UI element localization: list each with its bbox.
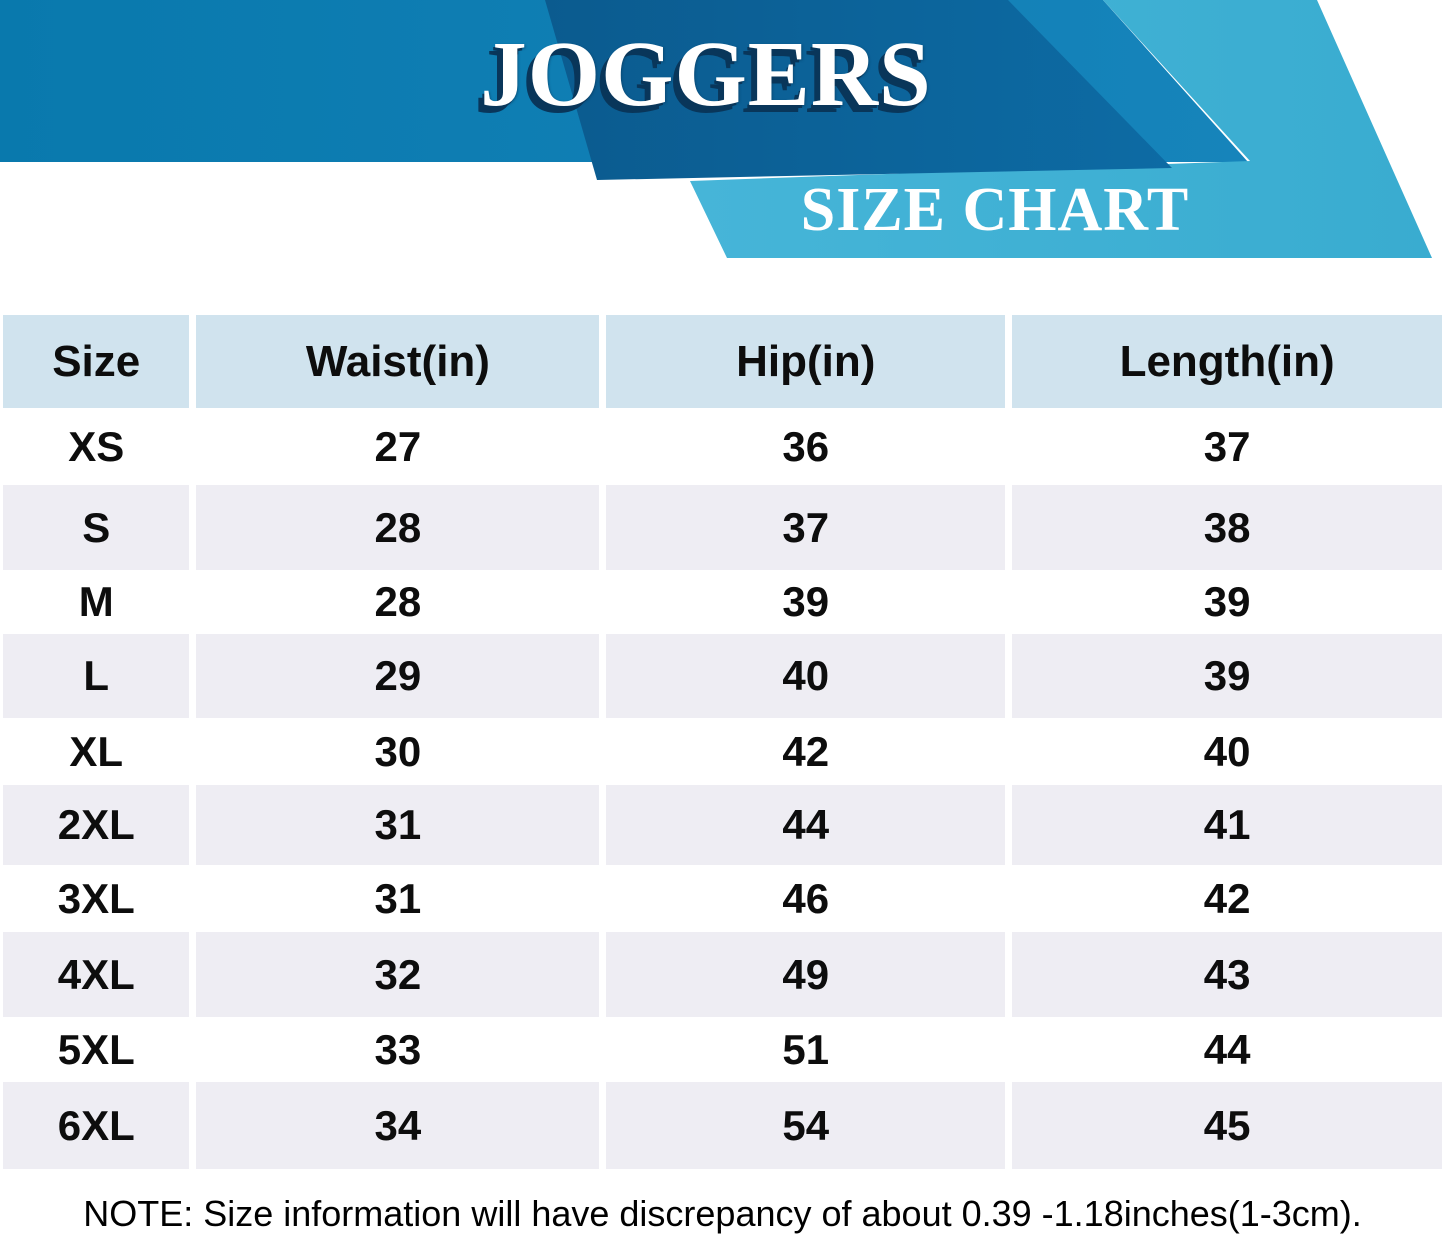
- hip-value: 46: [606, 865, 1006, 932]
- length-value: 43: [1012, 932, 1442, 1017]
- waist-value: 28: [196, 570, 600, 634]
- length-value: 44: [1012, 1017, 1442, 1082]
- table-row: M 28 39 39: [3, 570, 1442, 634]
- waist-value: 32: [196, 932, 600, 1017]
- size-label: 5XL: [3, 1017, 190, 1082]
- hip-value: 51: [606, 1017, 1006, 1082]
- size-label: XS: [3, 408, 190, 485]
- hip-value: 37: [606, 485, 1006, 570]
- size-chart-table: Size Waist(in) Hip(in) Length(in) XS 27 …: [3, 315, 1442, 1169]
- hip-value: 40: [606, 634, 1006, 718]
- length-value: 41: [1012, 785, 1442, 865]
- hip-value: 39: [606, 570, 1006, 634]
- size-label: 4XL: [3, 932, 190, 1017]
- table-row: 6XL 34 54 45: [3, 1082, 1442, 1169]
- table-row: 3XL 31 46 42: [3, 865, 1442, 932]
- table-row: 5XL 33 51 44: [3, 1017, 1442, 1082]
- table-row: 4XL 32 49 43: [3, 932, 1442, 1017]
- size-label: 2XL: [3, 785, 190, 865]
- waist-value: 33: [196, 1017, 600, 1082]
- waist-value: 30: [196, 718, 600, 785]
- column-header-waist: Waist(in): [196, 315, 600, 408]
- hip-value: 42: [606, 718, 1006, 785]
- table-row: S 28 37 38: [3, 485, 1442, 570]
- size-label: M: [3, 570, 190, 634]
- size-label: 6XL: [3, 1082, 190, 1169]
- hip-value: 54: [606, 1082, 1006, 1169]
- size-label: L: [3, 634, 190, 718]
- waist-value: 31: [196, 785, 600, 865]
- table-row: XS 27 36 37: [3, 408, 1442, 485]
- size-label: 3XL: [3, 865, 190, 932]
- waist-value: 31: [196, 865, 600, 932]
- table-row: 2XL 31 44 41: [3, 785, 1442, 865]
- waist-value: 27: [196, 408, 600, 485]
- note-text: NOTE: Size information will have discrep…: [83, 1193, 1362, 1234]
- column-header-hip: Hip(in): [606, 315, 1006, 408]
- length-value: 45: [1012, 1082, 1442, 1169]
- table-row: XL 30 42 40: [3, 718, 1442, 785]
- length-value: 38: [1012, 485, 1442, 570]
- length-value: 42: [1012, 865, 1442, 932]
- length-value: 37: [1012, 408, 1442, 485]
- length-value: 39: [1012, 570, 1442, 634]
- length-value: 39: [1012, 634, 1442, 718]
- length-value: 40: [1012, 718, 1442, 785]
- table-header-row: Size Waist(in) Hip(in) Length(in): [3, 315, 1442, 408]
- column-header-length: Length(in): [1012, 315, 1442, 408]
- waist-value: 29: [196, 634, 600, 718]
- banner-graphic: [0, 0, 1432, 258]
- waist-value: 34: [196, 1082, 600, 1169]
- column-header-size: Size: [3, 315, 190, 408]
- hip-value: 36: [606, 408, 1006, 485]
- banner-dark-band: [545, 0, 1172, 180]
- hip-value: 44: [606, 785, 1006, 865]
- hip-value: 49: [606, 932, 1006, 1017]
- size-label: XL: [3, 718, 190, 785]
- table-row: L 29 40 39: [3, 634, 1442, 718]
- page-subtitle: SIZE CHART: [800, 176, 1190, 244]
- waist-value: 28: [196, 485, 600, 570]
- banner-cyan-band: [690, 0, 1432, 258]
- page-title: JOGGERS: [480, 23, 932, 126]
- size-label: S: [3, 485, 190, 570]
